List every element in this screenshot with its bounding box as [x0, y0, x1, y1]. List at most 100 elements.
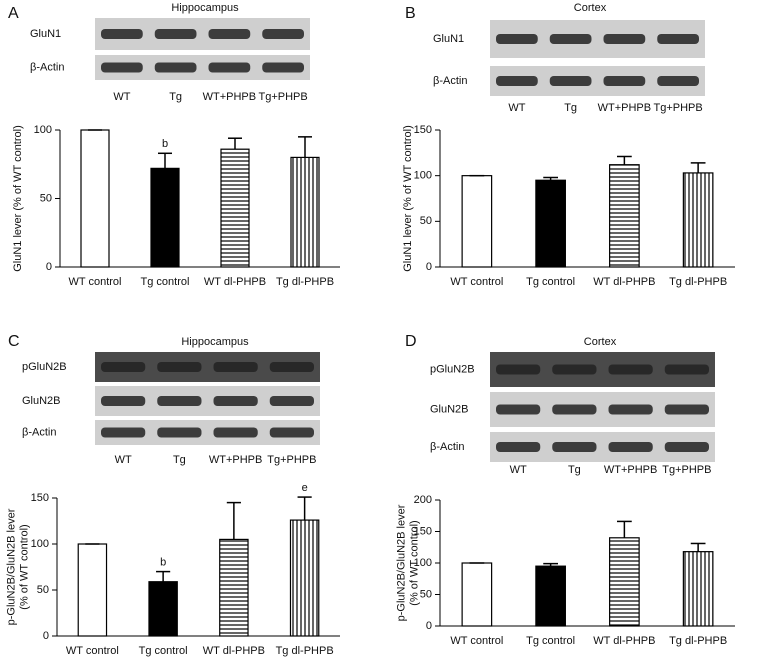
blot-row-label: β-Actin: [433, 75, 467, 87]
y-tick-label: 100: [34, 124, 52, 136]
x-tick-label: WT control: [66, 645, 119, 657]
y-tick-label: 50: [40, 192, 52, 204]
blot-row-label: β-Actin: [22, 426, 56, 438]
blot-title: Cortex: [584, 336, 617, 348]
bar: [461, 175, 493, 268]
blot-lane-label: WT: [115, 454, 132, 466]
y-tick-label: 200: [414, 494, 432, 506]
blot-band: [549, 34, 592, 44]
blot-band: [664, 442, 709, 452]
blot-band: [213, 427, 258, 438]
blot-lane-label: WT: [508, 102, 525, 114]
bar: [535, 179, 566, 268]
bar: [682, 551, 714, 627]
x-tick-label: WT dl-PHPB: [204, 276, 266, 288]
blot-row-label: pGluN2B: [22, 361, 67, 373]
bar: [290, 156, 320, 268]
blot-lane-label: WT: [510, 464, 527, 476]
bar: [609, 164, 640, 268]
y-axis-label: p-GluN2B/GluN2B lever: [5, 508, 17, 625]
blot-lane-label: WT+PHPB: [209, 454, 262, 466]
y-axis-label: (% of WT control): [408, 520, 420, 605]
blot-band: [208, 62, 251, 73]
bar: [609, 537, 640, 627]
blot-band: [603, 76, 646, 86]
blot-lane-label: Tg+PHPB: [259, 91, 308, 103]
blot-band: [496, 404, 541, 415]
x-tick-label: Tg dl-PHPB: [669, 635, 727, 647]
panel-letter: D: [405, 333, 417, 350]
y-tick-label: 0: [426, 261, 432, 273]
blot-band: [549, 76, 592, 86]
blot-lane-label: Tg: [564, 102, 577, 114]
x-tick-label: WT dl-PHPB: [593, 276, 655, 288]
bar: [80, 129, 110, 268]
blot-band: [664, 364, 709, 375]
blot-band: [664, 404, 709, 415]
blot-band: [552, 364, 597, 375]
bar: [289, 519, 320, 637]
y-tick-label: 100: [31, 538, 49, 550]
blot-title: Cortex: [574, 2, 607, 14]
blot-band: [657, 34, 699, 44]
x-tick-label: Tg control: [526, 635, 575, 647]
blot-lane-label: Tg: [568, 464, 581, 476]
x-tick-label: WT dl-PHPB: [593, 635, 655, 647]
bar: [682, 172, 714, 268]
annotation: b: [162, 138, 168, 150]
x-tick-label: Tg control: [526, 276, 575, 288]
bar: [461, 562, 493, 627]
x-tick-label: Tg dl-PHPB: [669, 276, 727, 288]
y-tick-label: 100: [414, 557, 432, 569]
blot-row-label: β-Actin: [430, 441, 464, 453]
x-tick-label: Tg dl-PHPB: [276, 276, 334, 288]
blot-band: [262, 62, 304, 73]
blot-band: [154, 29, 197, 39]
blot-band: [101, 62, 143, 73]
annotation: e: [302, 482, 308, 494]
blot-lane-label: Tg: [173, 454, 186, 466]
blot-lane-label: Tg+PHPB: [267, 454, 316, 466]
blot-band: [496, 442, 541, 452]
y-tick-label: 50: [420, 215, 432, 227]
y-tick-label: 150: [414, 525, 432, 537]
bar: [150, 167, 180, 268]
x-tick-label: WT dl-PHPB: [203, 645, 265, 657]
y-tick-label: 0: [43, 630, 49, 642]
panel-letter: A: [8, 5, 19, 22]
bar: [219, 538, 249, 637]
annotation: b: [160, 557, 166, 569]
blot-band: [101, 396, 146, 406]
blot-band: [608, 442, 653, 452]
blot-band: [552, 404, 597, 415]
bar: [535, 565, 566, 627]
panel-letter: C: [8, 333, 20, 350]
blot-band: [157, 396, 202, 406]
blot-band: [603, 34, 646, 44]
blot-band: [269, 427, 314, 438]
blot-band: [496, 76, 538, 86]
blot-lane-label: WT+PHPB: [604, 464, 657, 476]
blot-row-label: GluN2B: [430, 403, 469, 415]
blot-title: Hippocampus: [171, 2, 239, 14]
blot-band: [213, 396, 258, 406]
blot-band: [208, 29, 251, 39]
blot-lane-label: WT+PHPB: [203, 91, 256, 103]
x-tick-label: Tg control: [139, 645, 188, 657]
blot-band: [657, 76, 699, 86]
x-tick-label: Tg control: [141, 276, 190, 288]
x-tick-label: WT control: [450, 635, 503, 647]
blot-lane-label: Tg+PHPB: [654, 102, 703, 114]
blot-row-label: GluN1: [433, 33, 464, 45]
blot-title: Hippocampus: [181, 336, 249, 348]
blot-row-label: pGluN2B: [430, 363, 475, 375]
blot-lane-label: WT+PHPB: [598, 102, 651, 114]
blot-row-label: β-Actin: [30, 61, 64, 73]
blot-band: [608, 364, 653, 375]
blot-band: [496, 34, 538, 44]
blot-row-label: GluN1: [30, 28, 61, 40]
blot-lane-label: WT: [113, 91, 130, 103]
y-tick-label: 50: [420, 588, 432, 600]
y-tick-label: 0: [46, 261, 52, 273]
blot-band: [213, 362, 258, 372]
